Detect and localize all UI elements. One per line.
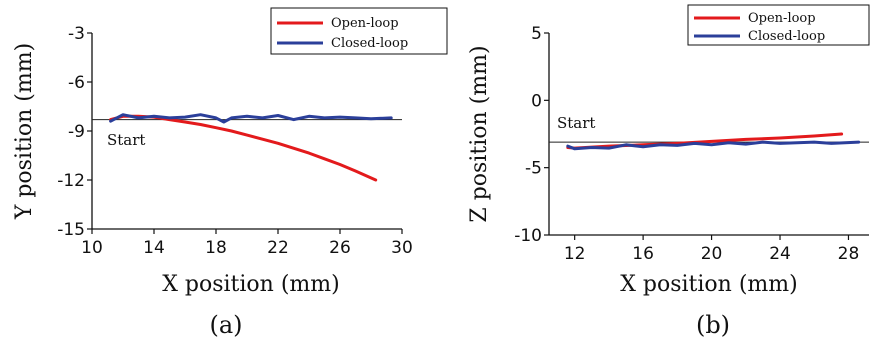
x-axis-label: X position (mm) — [162, 272, 339, 297]
x-tick-label: 26 — [329, 238, 351, 258]
start-annotation: Start — [107, 131, 145, 149]
y-tick-label: 5 — [531, 24, 542, 44]
x-tick-label: 12 — [564, 244, 586, 264]
panel-b: 12 16 20 24 28 5 0 -5 -10 Start Open-loop Closed-lo… — [467, 4, 870, 339]
y-tick-label: -12 — [57, 171, 85, 191]
legend-label-closed-loop: Closed-loop — [748, 29, 825, 44]
legend-label-closed-loop: Closed-loop — [331, 36, 408, 51]
subfigure-caption: (b) — [696, 311, 730, 339]
x-tick-label: 16 — [632, 244, 654, 264]
subfigure-caption: (a) — [209, 311, 242, 339]
legend-label-open-loop: Open-loop — [331, 16, 399, 31]
x-tick-label: 24 — [769, 244, 791, 264]
panel-a: 10 14 18 22 26 30 -3 -6 -9 -12 -15 Start Open-loop Cl… — [12, 7, 448, 339]
x-tick-label: 14 — [143, 238, 165, 258]
y-tick-label: -6 — [68, 73, 85, 93]
series-line-closed-loop — [566, 140, 861, 151]
series-line-open-loop — [109, 114, 378, 182]
y-tick-label: -15 — [57, 220, 85, 240]
x-tick-label: 20 — [701, 244, 723, 264]
y-tick-label: -3 — [68, 24, 85, 44]
x-axis-label: X position (mm) — [620, 272, 797, 297]
x-tick-label: 30 — [391, 238, 413, 258]
legend-box — [687, 4, 870, 46]
y-tick-label: -5 — [525, 159, 542, 179]
series-line-closed-loop — [109, 113, 393, 124]
series-line-open-loop — [566, 132, 844, 150]
x-tick-label: 28 — [838, 244, 860, 264]
x-tick-label: 10 — [81, 238, 103, 258]
y-axis-label: Y position (mm) — [12, 43, 37, 220]
x-tick-label: 22 — [267, 238, 289, 258]
y-tick-label: -10 — [514, 226, 542, 246]
y-axis-label: Z position (mm) — [467, 45, 492, 222]
y-tick-label: -9 — [68, 122, 85, 142]
start-annotation: Start — [557, 114, 595, 132]
legend-label-open-loop: Open-loop — [748, 11, 816, 26]
x-tick-label: 18 — [205, 238, 227, 258]
legend-box — [270, 7, 448, 55]
y-tick-label: 0 — [531, 91, 542, 111]
